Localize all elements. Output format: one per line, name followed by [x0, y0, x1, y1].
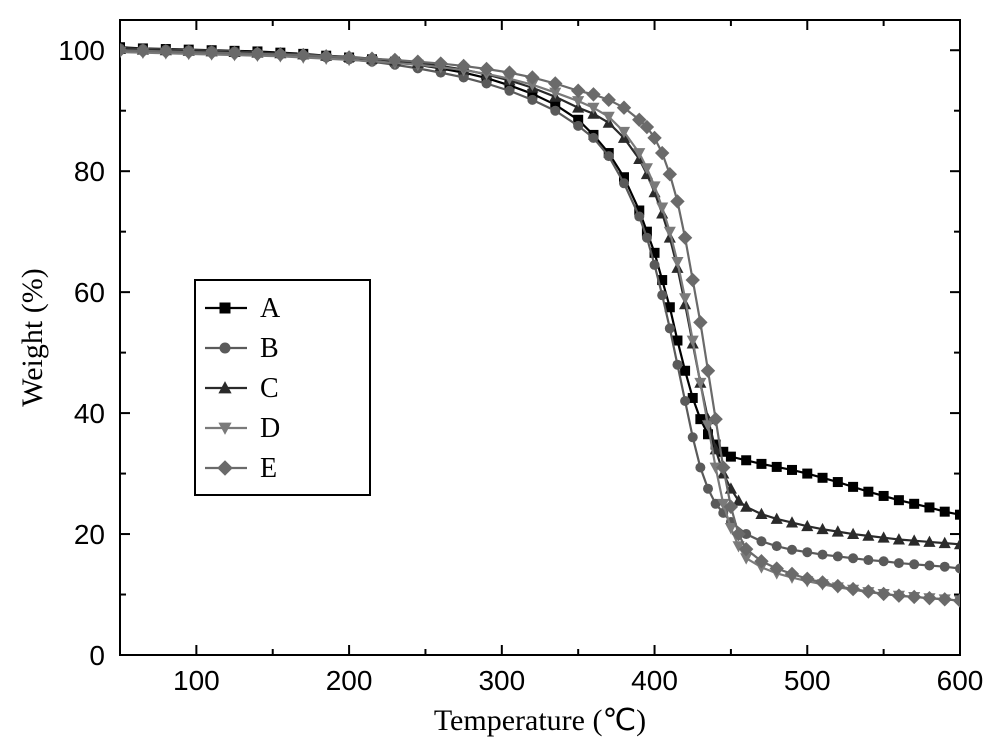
marker-circle	[672, 360, 682, 370]
x-tick-label: 100	[173, 665, 220, 696]
marker-circle	[848, 553, 858, 563]
marker-circle	[894, 558, 904, 568]
chart-container: 100 200 300 400 500 600 0 20 40 60 80 100 Temperatur…	[0, 0, 1000, 753]
marker-circle	[619, 178, 629, 188]
marker-circle	[833, 551, 843, 561]
legend-label: C	[260, 373, 279, 404]
marker-square	[756, 459, 766, 469]
marker-square	[940, 507, 950, 517]
marker-circle	[665, 323, 675, 333]
marker-circle	[550, 106, 560, 116]
marker-circle	[940, 562, 950, 572]
marker-square	[833, 477, 843, 487]
marker-square	[787, 465, 797, 475]
marker-circle	[688, 432, 698, 442]
y-tick-label: 80	[74, 156, 105, 187]
marker-square	[894, 495, 904, 505]
marker-circle	[220, 343, 231, 354]
marker-circle	[650, 260, 660, 270]
legend-label: B	[260, 333, 279, 364]
legend-label: A	[260, 293, 281, 324]
marker-square	[848, 482, 858, 492]
x-tick-label: 200	[326, 665, 373, 696]
marker-circle	[787, 545, 797, 555]
x-tick-label: 600	[937, 665, 984, 696]
marker-square	[220, 303, 231, 314]
legend-label: D	[260, 413, 280, 444]
tga-chart: 100 200 300 400 500 600 0 20 40 60 80 100 Temperatur…	[0, 0, 1000, 753]
marker-circle	[879, 556, 889, 566]
marker-circle	[657, 290, 667, 300]
y-tick-label: 40	[74, 398, 105, 429]
marker-square	[924, 502, 934, 512]
y-tick-label: 100	[58, 35, 105, 66]
marker-circle	[588, 133, 598, 143]
x-tick-label: 400	[631, 665, 678, 696]
marker-square	[772, 462, 782, 472]
marker-circle	[573, 121, 583, 131]
marker-circle	[642, 233, 652, 243]
x-axis-label: Temperature (℃)	[434, 704, 646, 737]
y-tick-label: 60	[74, 277, 105, 308]
marker-circle	[818, 550, 828, 560]
x-tick-label: 300	[478, 665, 525, 696]
marker-square	[741, 455, 751, 465]
marker-circle	[604, 151, 614, 161]
marker-square	[802, 469, 812, 479]
y-tick-label: 20	[74, 519, 105, 550]
marker-circle	[634, 212, 644, 222]
marker-square	[818, 473, 828, 483]
y-tick-label: 0	[89, 640, 105, 671]
marker-square	[726, 452, 736, 462]
marker-circle	[680, 396, 690, 406]
marker-circle	[909, 559, 919, 569]
marker-circle	[924, 560, 934, 570]
marker-circle	[802, 547, 812, 557]
marker-square	[863, 487, 873, 497]
marker-circle	[863, 555, 873, 565]
x-tick-label: 500	[784, 665, 831, 696]
marker-circle	[695, 463, 705, 473]
chart-bg	[0, 0, 1000, 753]
marker-square	[909, 499, 919, 509]
marker-circle	[772, 541, 782, 551]
marker-circle	[504, 86, 514, 96]
marker-circle	[703, 484, 713, 494]
marker-circle	[756, 536, 766, 546]
legend-label: E	[260, 453, 277, 484]
marker-square	[879, 491, 889, 501]
y-axis-label: Weight (%)	[16, 268, 49, 406]
marker-circle	[527, 95, 537, 105]
